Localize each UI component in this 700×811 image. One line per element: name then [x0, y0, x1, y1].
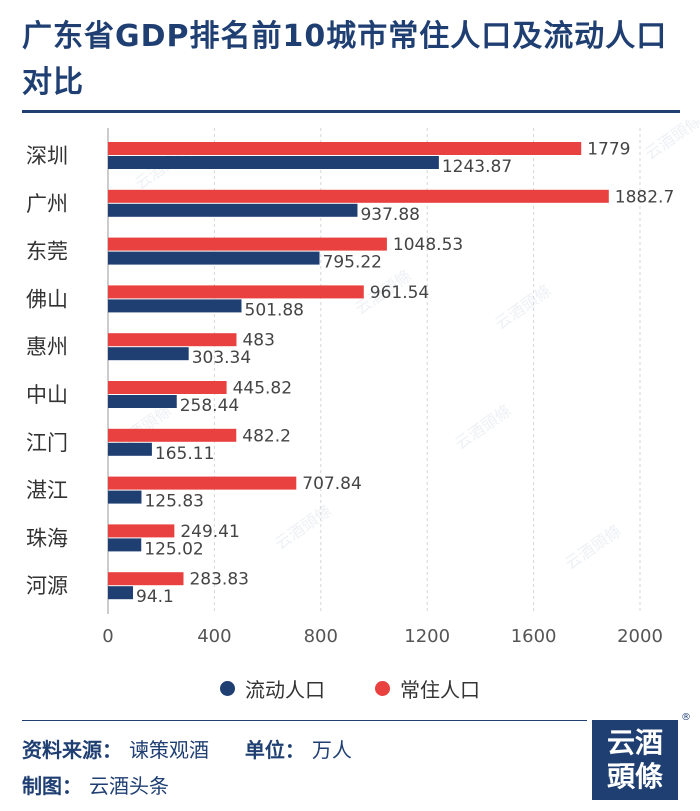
- brand-logo: 云酒 頭條: [592, 720, 678, 800]
- x-tick-label: 1600: [511, 626, 557, 647]
- logo-line-1: 云酒: [606, 726, 663, 759]
- bar-resident: [108, 189, 609, 203]
- made-value: 云酒头条: [88, 774, 169, 798]
- legend-item-resident: 常住人口: [375, 674, 480, 703]
- unit-label: 单位：: [244, 738, 305, 762]
- bar-floating: [108, 156, 439, 169]
- category-label: 惠州: [26, 335, 68, 359]
- data-label-floating: 937.88: [360, 205, 419, 225]
- bar-resident: [108, 142, 582, 155]
- data-label-floating: 795.22: [323, 253, 382, 273]
- data-label-floating: 303.34: [192, 348, 251, 368]
- title-divider: [22, 110, 680, 113]
- legend-item-floating: 流动人口: [220, 674, 325, 703]
- logo-line-2: 頭條: [606, 760, 663, 793]
- x-tick-label: 2000: [617, 626, 663, 647]
- source-value: 谏策观酒: [128, 738, 209, 762]
- bar-resident: [108, 285, 364, 299]
- bar-floating: [108, 395, 177, 408]
- x-tick-label: 400: [197, 626, 231, 647]
- data-label-floating: 501.88: [245, 300, 304, 320]
- bar-floating: [108, 299, 242, 313]
- bar-floating: [108, 490, 142, 504]
- category-label: 珠海: [26, 526, 68, 550]
- bar-resident: [108, 476, 297, 490]
- bar-resident: [108, 237, 387, 251]
- bar-floating: [108, 347, 189, 361]
- data-label-floating: 165.11: [155, 444, 214, 464]
- data-label-floating: 94.1: [136, 587, 174, 607]
- unit-value: 万人: [311, 738, 352, 762]
- footer-made: 制图： 云酒头条: [22, 770, 169, 799]
- bar-resident: [108, 524, 175, 538]
- legend: 流动人口 常住人口: [0, 674, 700, 703]
- data-label-resident: 445.82: [233, 379, 292, 399]
- data-label-resident: 482.2: [242, 426, 291, 446]
- category-label: 江门: [26, 431, 68, 455]
- data-label-floating: 1243.87: [442, 157, 512, 177]
- data-label-resident: 961.54: [370, 283, 429, 303]
- x-tick-label: 0: [102, 626, 113, 647]
- footer-divider: [22, 720, 587, 721]
- made-label: 制图：: [22, 774, 82, 798]
- legend-dot-resident: [375, 681, 390, 696]
- category-label: 深圳: [26, 144, 68, 168]
- chart-title: 广东省GDP排名前10城市常住人口及流动人口对比: [22, 19, 668, 100]
- watermark-text: 云酒頭條: [641, 120, 700, 163]
- bar-floating: [108, 538, 142, 552]
- bar-resident: [108, 333, 237, 347]
- legend-label-floating: 流动人口: [245, 678, 325, 702]
- watermark-text: 云酒頭條: [451, 401, 514, 453]
- category-label: 湛江: [26, 479, 68, 503]
- data-label-floating: 125.02: [144, 539, 203, 559]
- data-label-resident: 1048.53: [393, 235, 463, 255]
- bar-floating: [108, 203, 358, 217]
- bar-floating: [108, 251, 320, 265]
- data-label-resident: 1882.7: [615, 187, 674, 207]
- category-label: 东莞: [26, 240, 68, 264]
- bar-resident: [108, 428, 237, 442]
- x-tick-label: 1200: [404, 626, 450, 647]
- x-tick-label: 800: [304, 626, 338, 647]
- category-label: 河源: [26, 574, 68, 598]
- watermark-text: 云酒頭條: [271, 501, 334, 553]
- source-label: 资料来源：: [22, 738, 122, 762]
- bar-floating: [108, 442, 152, 456]
- watermark-text: 云酒頭條: [491, 281, 554, 333]
- data-label-floating: 125.83: [144, 492, 203, 512]
- legend-label-resident: 常住人口: [400, 678, 480, 702]
- category-label: 广州: [26, 192, 68, 216]
- data-label-floating: 258.44: [180, 396, 239, 416]
- watermark-text: 云酒頭條: [561, 521, 624, 573]
- bar-floating: [108, 586, 134, 600]
- bar-resident: [108, 381, 227, 394]
- data-label-resident: 1779: [587, 140, 630, 160]
- bar-chart: 云酒頭條云酒頭條云酒頭條云酒頭條云酒頭條云酒頭條云酒頭條云酒頭條04008001…: [26, 120, 700, 647]
- category-label: 中山: [26, 383, 68, 407]
- data-label-resident: 283.83: [189, 570, 248, 590]
- footer-source: 资料来源： 谏策观酒 单位： 万人: [22, 734, 352, 763]
- data-label-resident: 707.84: [302, 474, 361, 494]
- data-label-resident: 249.41: [180, 522, 239, 542]
- data-label-resident: 483: [242, 331, 274, 351]
- bar-resident: [108, 572, 184, 586]
- category-label: 佛山: [26, 287, 68, 311]
- legend-dot-floating: [220, 681, 235, 696]
- registered-mark: ®: [681, 712, 691, 723]
